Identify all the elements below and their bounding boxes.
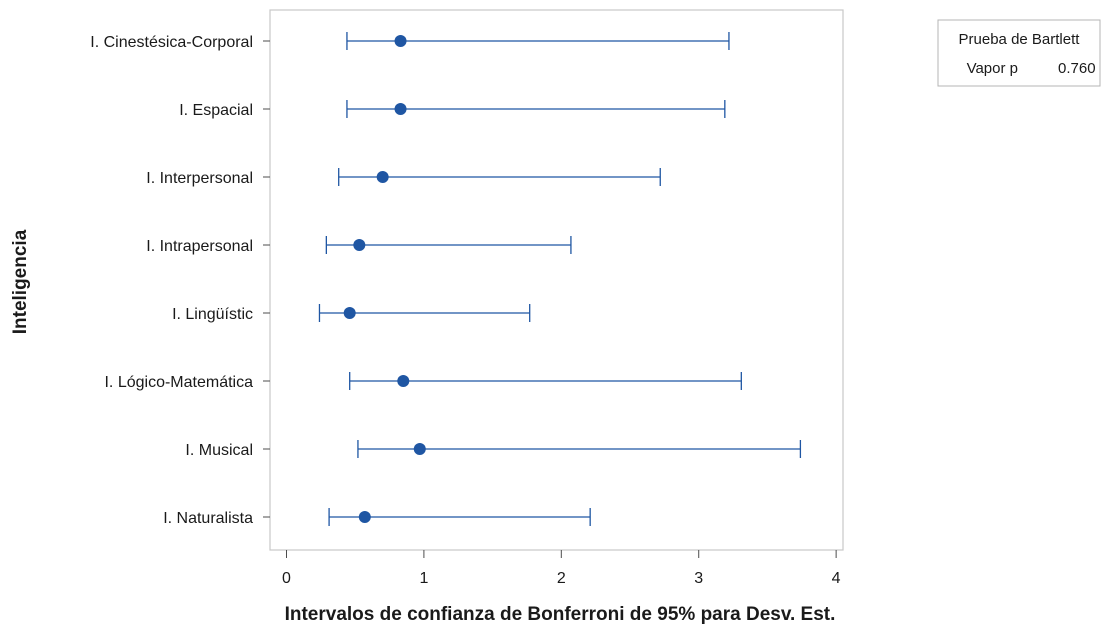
bartlett-pvalue: 0.760 <box>1058 60 1096 77</box>
y-axis-title: Inteligencia <box>10 229 31 334</box>
estimate-point <box>394 103 407 115</box>
y-tick-label: I. Espacial <box>179 102 253 119</box>
y-tick-label: I. Lógico-Matemática <box>104 374 253 391</box>
y-tick-label: I. Naturalista <box>163 510 253 527</box>
interval-series <box>318 32 802 526</box>
x-tick-label: 1 <box>419 570 428 587</box>
estimate-point <box>358 511 371 523</box>
x-tick-label: 4 <box>832 570 841 587</box>
estimate-point <box>343 307 356 319</box>
estimate-point <box>353 239 366 251</box>
x-axis: 0 1 2 3 4 <box>282 550 841 587</box>
x-tick-label: 0 <box>282 570 291 587</box>
x-axis-title: Intervalos de confianza de Bonferroni de… <box>285 604 836 625</box>
estimate-point <box>397 375 410 387</box>
y-tick-label: I. Lingüístic <box>172 306 253 323</box>
y-tick-label: I. Cinestésica-Corporal <box>90 34 253 51</box>
bartlett-pvalue-label: Vapor p <box>967 60 1018 77</box>
bartlett-test-box: Prueba de Bartlett Vapor p 0.760 <box>937 19 1101 87</box>
y-axis: I. Cinestésica-Corporal I. Espacial I. Int… <box>90 34 270 527</box>
y-tick-label: I. Intrapersonal <box>146 238 253 255</box>
y-tick-label: I. Musical <box>185 442 253 459</box>
x-tick-label: 2 <box>557 570 566 587</box>
estimate-point <box>413 443 426 455</box>
bartlett-title: Prueba de Bartlett <box>959 31 1081 48</box>
plot-area-frame <box>269 9 844 551</box>
x-tick-label: 3 <box>694 570 703 587</box>
estimate-point <box>394 35 407 47</box>
estimate-point <box>376 171 389 183</box>
y-tick-label: I. Interpersonal <box>146 170 253 187</box>
bartlett-box-frame <box>937 19 1101 87</box>
